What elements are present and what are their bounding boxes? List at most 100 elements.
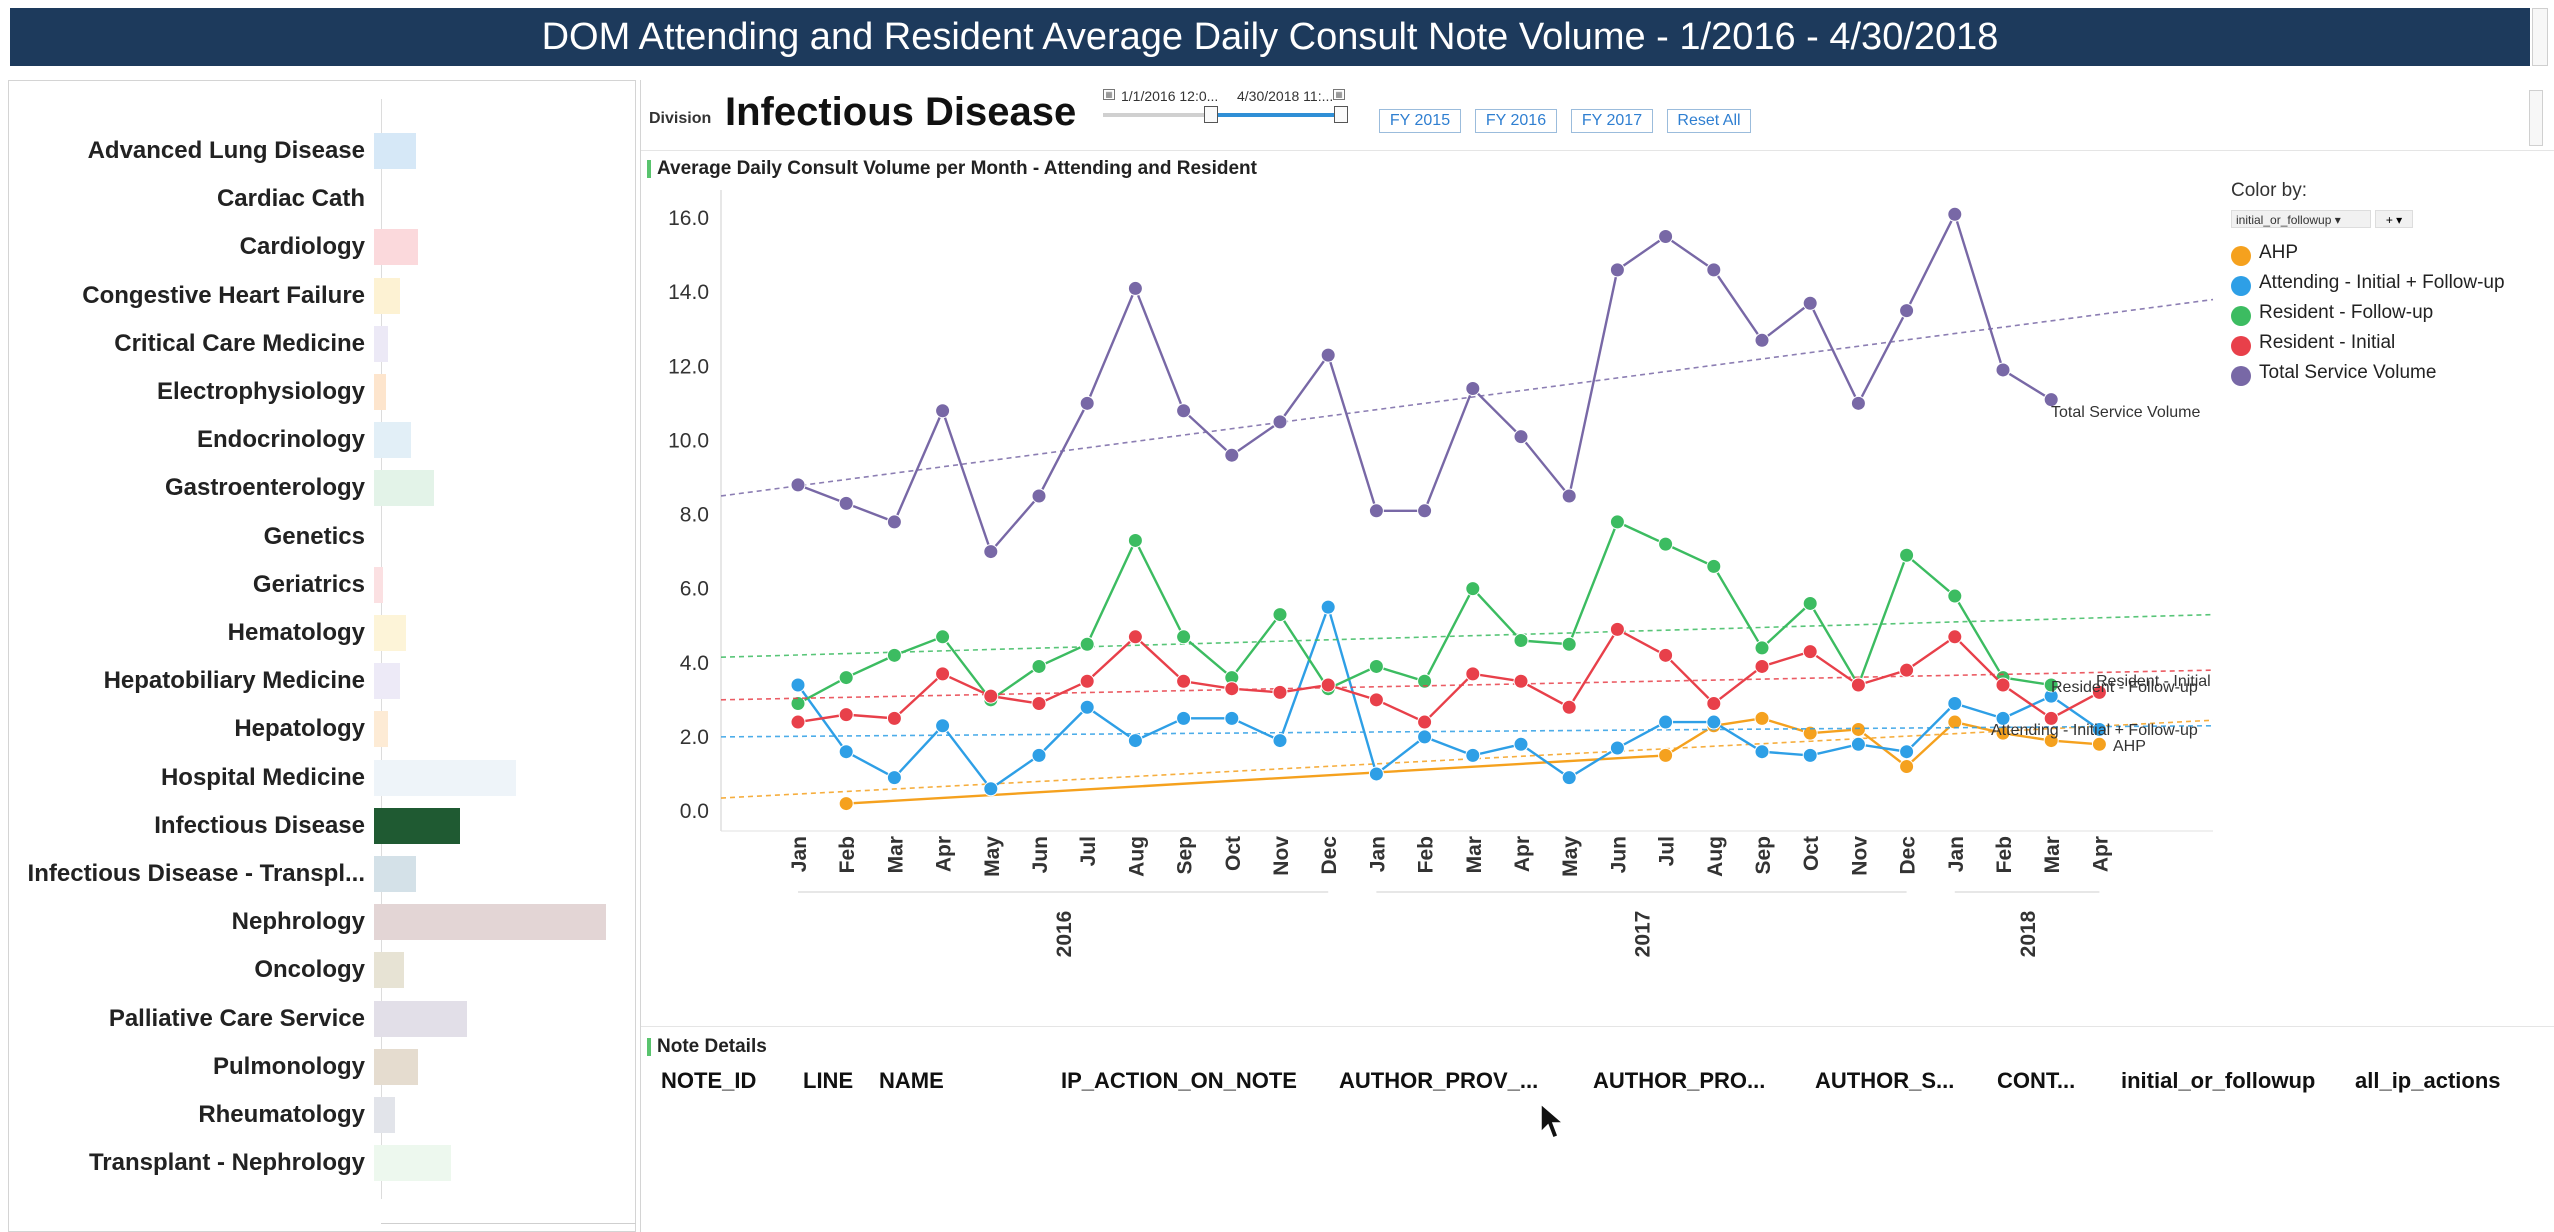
note-details-column-header[interactable]: IP_ACTION_ON_NOTE <box>1061 1068 1297 1093</box>
division-row[interactable]: Rheumatology <box>9 1095 629 1135</box>
division-bar[interactable] <box>374 422 411 459</box>
data-point <box>1754 640 1770 656</box>
data-point <box>1706 262 1722 278</box>
data-point <box>838 670 854 686</box>
division-row[interactable]: Hospital Medicine <box>9 758 629 798</box>
mouse-cursor-icon <box>1540 1102 1565 1139</box>
x-month-label: Aug <box>1704 836 1727 877</box>
division-bar[interactable] <box>374 663 400 700</box>
note-details-column-header[interactable]: all_ip_actions <box>2355 1068 2501 1093</box>
division-bar[interactable] <box>374 1000 467 1037</box>
note-details-divider <box>641 1026 2554 1027</box>
x-month-label: Jul <box>1077 836 1100 866</box>
division-row[interactable]: Hepatobiliary Medicine <box>9 661 629 701</box>
calendar-icon[interactable]: ▦ <box>1103 89 1115 100</box>
data-point <box>1899 759 1915 775</box>
data-point <box>2091 736 2107 752</box>
x-year-label: 2016 <box>1053 911 1076 958</box>
note-details-column-header[interactable]: AUTHOR_PROV_... <box>1339 1068 1539 1093</box>
division-row[interactable]: Infectious Disease - Transpl... <box>9 854 629 894</box>
division-row[interactable]: Hepatology <box>9 709 629 749</box>
reset-all-button[interactable]: Reset All <box>1667 109 1751 133</box>
division-row[interactable]: Gastroenterology <box>9 468 629 508</box>
division-bar[interactable] <box>374 1145 451 1182</box>
division-bar[interactable] <box>374 325 388 362</box>
division-bar[interactable] <box>374 952 404 989</box>
division-row[interactable]: Infectious Disease <box>9 806 629 846</box>
data-point <box>1802 725 1818 741</box>
data-point <box>983 781 999 797</box>
division-row[interactable]: Palliative Care Service <box>9 999 629 1039</box>
trend-line <box>720 298 2214 497</box>
division-bar[interactable] <box>374 1097 395 1133</box>
data-point <box>1947 588 1963 604</box>
data-point <box>1176 710 1192 726</box>
division-row[interactable]: Oncology <box>9 950 629 990</box>
data-point <box>1465 747 1481 763</box>
data-point <box>983 688 999 704</box>
division-label: Congestive Heart Failure <box>82 281 365 309</box>
data-point <box>838 744 854 760</box>
fy-2017-button[interactable]: FY 2017 <box>1571 109 1653 133</box>
note-details-column-header[interactable]: initial_or_followup <box>2121 1068 2316 1093</box>
color-by-select[interactable]: initial_or_followup ▾ <box>2231 210 2371 228</box>
data-point <box>1754 332 1770 348</box>
note-details-column-header[interactable]: AUTHOR_PRO... <box>1593 1068 1766 1093</box>
division-bar[interactable] <box>374 277 400 314</box>
division-bar[interactable] <box>374 470 434 507</box>
note-details-column-header[interactable]: LINE <box>803 1068 854 1093</box>
division-bar[interactable] <box>374 807 460 844</box>
division-bar[interactable] <box>374 759 516 796</box>
division-row[interactable]: Cardiac Cath <box>9 179 629 219</box>
division-row[interactable]: Transplant - Nephrology <box>9 1143 629 1183</box>
note-details-column-header[interactable]: NAME <box>879 1068 944 1093</box>
trend-line <box>720 669 2214 701</box>
division-bar[interactable] <box>374 711 388 748</box>
note-details-column-header[interactable]: NOTE_ID <box>661 1068 757 1093</box>
division-row[interactable]: Pulmonology <box>9 1047 629 1087</box>
add-field-button[interactable]: + ▾ <box>2375 210 2413 228</box>
data-point <box>1417 673 1433 689</box>
division-row[interactable]: Congestive Heart Failure <box>9 276 629 316</box>
division-bar[interactable] <box>374 856 416 892</box>
date-slider-end-handle[interactable] <box>1334 106 1348 123</box>
data-point <box>886 710 902 726</box>
division-bar[interactable] <box>374 615 406 651</box>
data-point <box>935 718 951 734</box>
data-point <box>1658 536 1674 552</box>
division-row[interactable]: Nephrology <box>9 902 629 942</box>
calendar-icon[interactable]: ▦ <box>1333 89 1345 100</box>
data-point <box>1802 747 1818 763</box>
y-tick-label: 2.0 <box>680 726 709 749</box>
date-slider-start-handle[interactable] <box>1204 106 1218 123</box>
division-row[interactable]: Advanced Lung Disease <box>9 131 629 171</box>
division-bar[interactable] <box>374 133 416 169</box>
note-details-column-header[interactable]: AUTHOR_S... <box>1815 1068 1955 1093</box>
color-by-select-value: initial_or_followup <box>2236 213 2332 227</box>
division-row[interactable]: Electrophysiology <box>9 372 629 412</box>
division-row[interactable]: Cardiology <box>9 227 629 267</box>
data-point <box>1609 740 1625 756</box>
division-bar-panel: Advanced Lung Disease Cardiac Cath Cardiol… <box>8 80 636 1232</box>
division-bar[interactable] <box>374 1048 418 1085</box>
division-row[interactable]: Geriatrics <box>9 565 629 605</box>
note-details-column-header[interactable]: CONT... <box>1997 1068 2076 1093</box>
division-row[interactable]: Endocrinology <box>9 420 629 460</box>
division-bar[interactable] <box>374 904 606 941</box>
division-bar[interactable] <box>374 374 386 410</box>
fy-2016-button[interactable]: FY 2016 <box>1475 109 1557 133</box>
division-row[interactable]: Hematology <box>9 613 629 653</box>
division-label: Oncology <box>254 956 365 984</box>
data-point <box>1176 629 1192 645</box>
division-bar[interactable] <box>374 229 418 266</box>
data-point <box>1079 636 1095 652</box>
division-bar[interactable] <box>374 566 383 603</box>
title-scrollbar[interactable] <box>2532 8 2548 66</box>
panel-scrollbar[interactable] <box>2529 90 2543 146</box>
division-row[interactable]: Critical Care Medicine <box>9 324 629 364</box>
data-point <box>1561 488 1577 504</box>
division-row[interactable]: Genetics <box>9 517 629 557</box>
fy-2015-button[interactable]: FY 2015 <box>1379 109 1461 133</box>
data-point <box>1417 729 1433 745</box>
data-point <box>1706 714 1722 730</box>
